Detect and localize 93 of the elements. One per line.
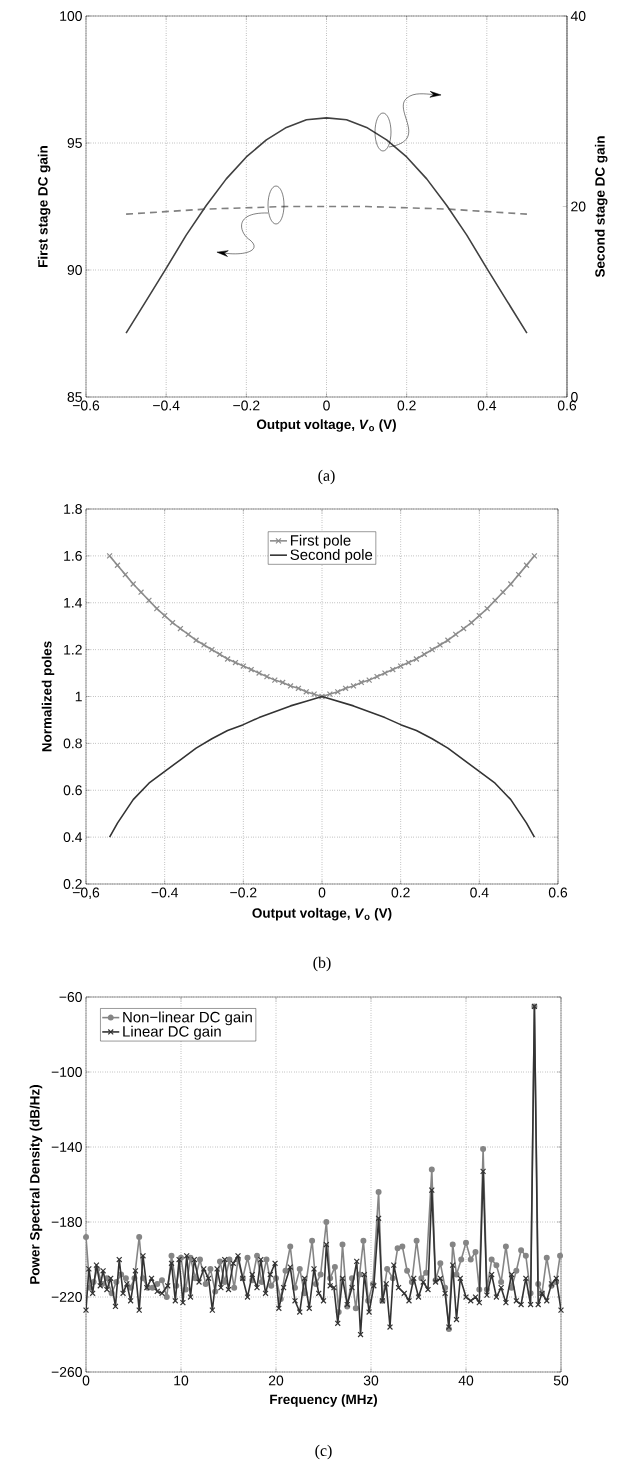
x-tick-label: 20 xyxy=(268,1375,284,1386)
y-tick-label: −260 xyxy=(51,1367,82,1377)
point xyxy=(263,673,270,680)
x-axis-title: Frequency (MHz) xyxy=(270,1394,377,1407)
y-tick-label: −60 xyxy=(59,992,82,1002)
y-tick-label: 1.4 xyxy=(64,597,83,608)
x-tick-label: −0.4 xyxy=(151,887,179,898)
y-tick-label: 100 xyxy=(60,11,82,21)
text: (a) xyxy=(318,469,335,485)
point xyxy=(523,562,530,569)
y-tick-label: 0.4 xyxy=(63,832,83,843)
point xyxy=(114,562,121,569)
point xyxy=(224,655,231,663)
x-tick-label: −0.4 xyxy=(153,400,180,411)
point xyxy=(492,597,499,604)
y-tick-label: 0.6 xyxy=(63,785,82,796)
point xyxy=(287,682,294,690)
point xyxy=(413,655,420,663)
point xyxy=(193,637,200,644)
y-tick-label: 95 xyxy=(67,138,82,148)
y2-axis-title: Second stage DC gain xyxy=(594,136,608,278)
x-axis-title: Output voltage, V$_{o}$ (V) xyxy=(252,907,392,921)
point xyxy=(507,580,514,588)
y2-tick-label: 20 xyxy=(571,201,586,212)
point xyxy=(248,666,255,673)
y-axis-title: Power Spectral Density (dB/Hz) xyxy=(29,1085,43,1284)
y-tick-label: 1 xyxy=(75,691,82,702)
y-tick-label: −220 xyxy=(51,1292,82,1302)
x-tick-label: 0.4 xyxy=(470,887,489,898)
point xyxy=(208,646,215,653)
legend-label: Linear DC gain xyxy=(123,1025,221,1040)
y-tick-label: −100 xyxy=(51,1067,82,1077)
point xyxy=(279,679,286,686)
point xyxy=(429,646,436,653)
line-series xyxy=(125,117,528,334)
y-tick-label: −180 xyxy=(51,1217,82,1227)
x-tick-label: 0.2 xyxy=(391,887,410,898)
text: (c) xyxy=(315,1444,332,1460)
y-tick-label: 1.6 xyxy=(64,550,82,561)
point xyxy=(130,580,137,588)
point xyxy=(397,662,404,670)
x-tick-label: 40 xyxy=(458,1375,474,1386)
text: (b) xyxy=(313,956,331,972)
x-tick-label: 50 xyxy=(553,1375,569,1386)
y-tick-label: 90 xyxy=(67,265,82,275)
point xyxy=(374,673,381,680)
point xyxy=(358,679,365,686)
y-tick-label: 1.8 xyxy=(64,504,82,514)
y-tick-label: 0.2 xyxy=(63,879,82,889)
point xyxy=(145,597,152,604)
x-tick-label: 0 xyxy=(82,1375,90,1386)
point xyxy=(468,619,475,626)
x-axis-title: Output voltage, V$_{o}$ (V) xyxy=(256,419,396,432)
x-tick-label: −0.6 xyxy=(72,400,100,411)
y-tick-label: 0.8 xyxy=(63,738,82,749)
x-tick-label: −0.2 xyxy=(233,400,260,411)
point xyxy=(240,662,247,670)
x-tick-label: −0.2 xyxy=(230,887,257,898)
point xyxy=(366,677,373,684)
legend-label: First pole xyxy=(290,534,351,549)
point xyxy=(138,589,145,596)
x-tick-label: 0 xyxy=(318,887,326,898)
y2-tick-label: 40 xyxy=(570,11,586,21)
x-tick-label: 0.2 xyxy=(397,400,416,411)
x-tick-label: 0.6 xyxy=(557,400,577,411)
x-tick-label: 10 xyxy=(174,1375,189,1386)
legend-label: Second pole xyxy=(290,549,373,563)
y-axis-title: Normalized poles xyxy=(41,641,55,752)
y-tick-label: −140 xyxy=(51,1142,82,1152)
point xyxy=(452,631,459,638)
point xyxy=(106,552,113,559)
x-tick-label: 30 xyxy=(363,1375,379,1386)
x-tick-label: −0,6 xyxy=(72,887,100,900)
y-axis-title: First stage DC gain xyxy=(37,146,51,267)
point xyxy=(342,685,349,692)
point xyxy=(444,637,451,644)
point xyxy=(499,589,506,596)
x-tick-label: 0.4 xyxy=(477,400,497,411)
y-tick-label: 1.2 xyxy=(64,644,82,655)
point xyxy=(389,666,396,673)
y-tick-label: 85 xyxy=(67,392,82,402)
x-tick-label: 0 xyxy=(323,400,330,411)
point xyxy=(484,605,491,612)
legend-label: Non−linear DC gain xyxy=(123,1011,252,1026)
point xyxy=(153,605,160,612)
point xyxy=(169,619,176,626)
x-tick-label: 0.6 xyxy=(548,887,568,898)
y2-tick-label: 0 xyxy=(571,392,578,402)
point xyxy=(350,682,357,690)
point xyxy=(531,552,538,559)
point xyxy=(271,677,278,684)
point xyxy=(334,688,341,695)
point xyxy=(185,631,192,638)
